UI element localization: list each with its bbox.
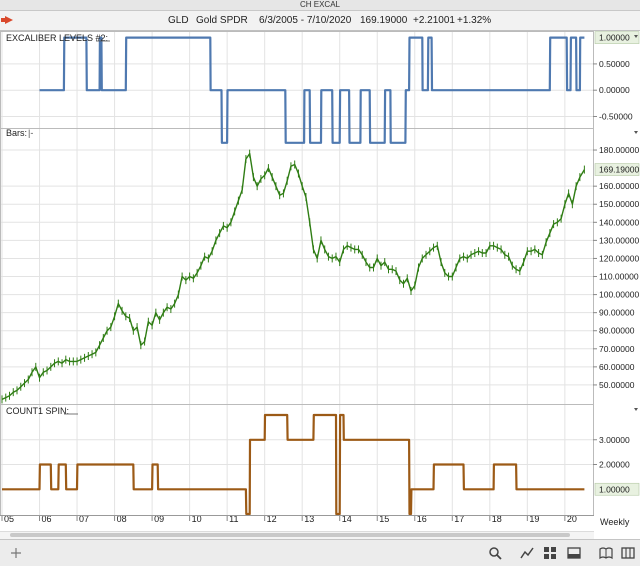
excaliber-last-value: 1.00000: [599, 33, 630, 43]
price-tick-label: 90.00000: [599, 308, 635, 318]
price-panel: [0, 128, 594, 405]
time-tick-label: 19: [529, 514, 539, 524]
count-label: COUNT1 SPIN:: [6, 406, 69, 416]
price-tick-label: 160.00000: [599, 181, 639, 191]
excaliber-panel: [0, 31, 594, 129]
time-tick-label: 15: [379, 514, 389, 524]
price-label-marker: |-: [28, 128, 33, 138]
horizontal-scrollbar[interactable]: [0, 531, 594, 539]
symbol-ticker: GLD: [168, 15, 189, 26]
time-tick-label: 11: [229, 514, 238, 524]
columns-icon[interactable]: [621, 546, 635, 560]
time-tick-label: 14: [342, 514, 352, 524]
count-last-value: 1.00000: [599, 484, 630, 494]
series: [1, 36, 586, 516]
symbol-name: Gold SPDR: [196, 15, 248, 26]
value-axes: 0.50000 0.00000 -0.50000 1.00000 180.00000 16…: [593, 31, 640, 496]
scroll-thumb[interactable]: [10, 533, 570, 537]
count-collapse-icon[interactable]: [634, 408, 638, 411]
search-icon[interactable]: [488, 546, 502, 560]
price-tick-label: 80.00000: [599, 326, 635, 336]
excaliber-tick-label: 0.50000: [599, 59, 630, 69]
price-tick-label: 60.00000: [599, 362, 635, 372]
price-change-pct: +1.32%: [457, 15, 492, 26]
price-tick-label: 150.00000: [599, 199, 639, 209]
count-tick-label: 3.00000: [599, 435, 630, 445]
line-chart-icon[interactable]: [520, 546, 534, 560]
price-tick-label: 140.00000: [599, 217, 639, 227]
symbol-header: GLD Gold SPDR 6/3/2005 - 7/10/2020 169.1…: [0, 11, 640, 31]
time-tick-label: 20: [567, 514, 577, 524]
price-tick-label: 100.00000: [599, 290, 639, 300]
bottom-toolbar: [0, 539, 640, 566]
excaliber-label: EXCALIBER LEVELS #2:: [6, 33, 108, 43]
time-tick-label: 05: [4, 514, 14, 524]
back-arrow-icon[interactable]: [1, 16, 13, 24]
excaliber-tick-label: 0.00000: [599, 85, 630, 95]
excaliber-collapse-icon[interactable]: [634, 35, 638, 38]
count-last-value-badge: [594, 482, 640, 496]
price-tick-label: 130.00000: [599, 235, 639, 245]
time-tick-label: 12: [267, 514, 277, 524]
count-series-line: [2, 413, 585, 516]
panel-icon[interactable]: [567, 546, 581, 560]
period-select[interactable]: Weekly: [600, 517, 630, 527]
time-tick-label: 06: [42, 514, 52, 524]
excaliber-last-value-badge: [594, 31, 640, 44]
price-tick-label: 70.00000: [599, 344, 635, 354]
time-tick-label: 08: [117, 514, 127, 524]
price-last-value-badge: [594, 163, 640, 176]
date-range: 6/3/2005 - 7/10/2020: [259, 15, 352, 26]
price-collapse-icon[interactable]: [634, 131, 638, 134]
price-label: Bars:: [6, 128, 27, 138]
excaliber-tick-label: -0.50000: [599, 111, 633, 121]
price-last-value: 169.19000: [599, 165, 639, 175]
price-change: +2.21001: [413, 15, 455, 26]
chart-area[interactable]: 0.50000 0.00000 -0.50000 1.00000 180.00000 16…: [0, 31, 640, 531]
window-title: CH EXCAL: [0, 0, 640, 11]
price-tick-label: 50.00000: [599, 380, 635, 390]
price-tick-label: 110.00000: [599, 272, 639, 282]
price-tick-label: 120.00000: [599, 253, 639, 263]
time-tick-label: 18: [492, 514, 502, 524]
price-tick-label: 180.00000: [599, 145, 639, 155]
grid-icon[interactable]: [543, 546, 557, 560]
price-series-line: [1, 152, 586, 401]
time-tick-label: 17: [454, 514, 464, 524]
time-tick-label: 13: [304, 514, 314, 524]
time-tick-label: 10: [192, 514, 202, 524]
excaliber-series-line: [38, 36, 585, 144]
last-price: 169.19000: [360, 15, 408, 26]
time-tick-label: 09: [154, 514, 164, 524]
count-panel: [0, 404, 594, 516]
book-icon[interactable]: [599, 546, 613, 560]
time-tick-label: 16: [417, 514, 427, 524]
time-tick-label: 07: [79, 514, 89, 524]
time-axis: 05 06 07 08 09 10 11 12 13 14 15 16 17 18 19 20: [0, 514, 594, 524]
plus-icon[interactable]: [9, 546, 23, 560]
count-tick-label: 2.00000: [599, 460, 630, 470]
